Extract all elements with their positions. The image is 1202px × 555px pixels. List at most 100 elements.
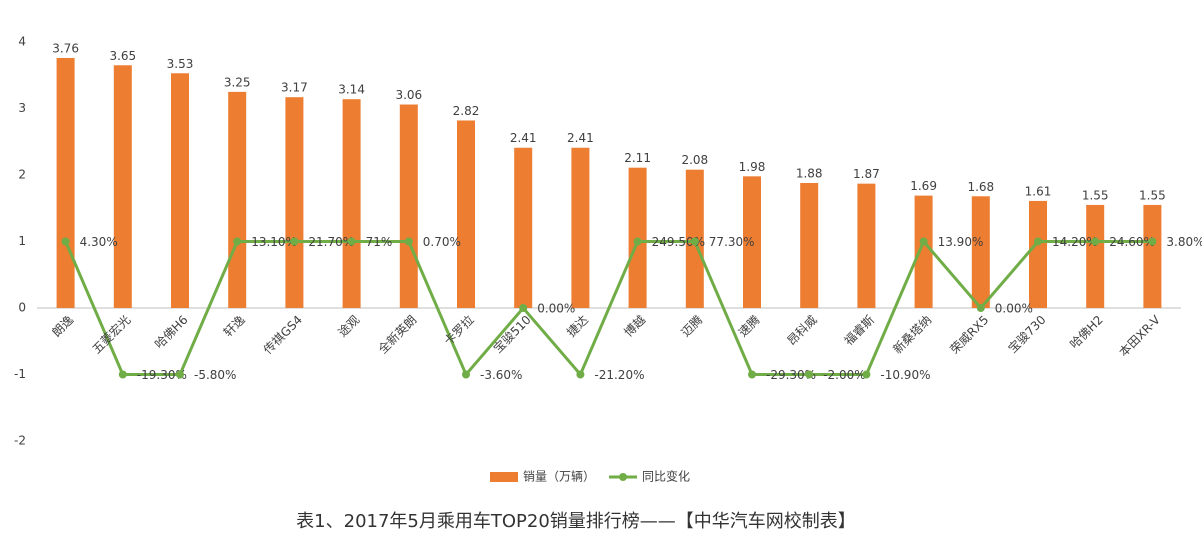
point-label: 3.80%	[1166, 235, 1202, 249]
point-label: -3.60%	[480, 368, 522, 382]
bar	[914, 195, 933, 308]
line-marker	[347, 237, 356, 246]
point-label: 0.00%	[537, 302, 575, 316]
x-tick-label: 新桑塔纳	[890, 312, 935, 357]
bar-value-label: 3.17	[281, 81, 308, 95]
y-tick-label: 3	[18, 101, 26, 115]
line-marker	[118, 370, 127, 379]
bar	[571, 147, 590, 308]
bar	[971, 196, 990, 308]
x-tick-label: 宝骏730	[1006, 313, 1049, 356]
point-label: 14.20%	[1052, 235, 1098, 249]
y-tick-label: -1	[14, 367, 26, 381]
bar	[457, 120, 475, 308]
bar	[56, 57, 75, 309]
x-tick-label: 轩逸	[221, 313, 248, 340]
point-label: 21.70%	[308, 235, 354, 249]
bar-value-label: 2.08	[681, 153, 708, 167]
line-marker	[1091, 237, 1100, 246]
point-label: 0.70%	[423, 235, 461, 249]
bar-value-label: 2.41	[510, 131, 537, 145]
bar	[171, 73, 189, 308]
line-marker	[176, 370, 184, 379]
y-tick-label: 1	[18, 234, 26, 248]
line-marker	[976, 304, 985, 312]
line-marker	[1148, 237, 1157, 246]
y-tick-label: -2	[14, 434, 26, 448]
x-tick-label: 速腾	[735, 312, 763, 340]
bar	[857, 183, 876, 308]
point-label: 77.30%	[709, 235, 755, 249]
bar-value-label: 1.68	[967, 180, 994, 194]
line-marker	[919, 237, 928, 246]
x-tick-label: 迈腾	[678, 312, 706, 340]
bar-value-label: 3.25	[224, 75, 251, 89]
bar	[743, 176, 761, 308]
point-label: 24.60%	[1109, 235, 1155, 249]
bar-value-label: 2.82	[453, 104, 480, 118]
bar	[228, 91, 247, 308]
bar	[342, 99, 361, 308]
line-marker	[805, 370, 814, 379]
bar	[1029, 200, 1047, 308]
x-tick-label: 昂科威	[784, 313, 819, 348]
bar-value-label: 2.41	[567, 131, 594, 145]
point-label: 13.90%	[938, 235, 984, 249]
point-label: -10.90%	[880, 368, 930, 382]
point-label: 13.10%	[251, 235, 297, 249]
bar	[514, 147, 533, 308]
x-tick-label: 传祺GS4	[260, 312, 305, 357]
chart-title: 表1、2017年5月乘用车TOP20销量排行榜——【中华汽车网校制表】	[296, 511, 856, 532]
point-label: -19.30%	[137, 368, 187, 382]
legend-swatch	[490, 472, 518, 482]
line-marker	[862, 370, 871, 379]
x-tick-label: 荣威RX5	[947, 313, 991, 357]
point-label: -21.20%	[594, 368, 644, 382]
x-tick-label: 哈佛H6	[152, 313, 191, 352]
legend-swatch	[619, 473, 628, 481]
bar	[800, 182, 819, 308]
x-tick-label: 博越	[621, 312, 649, 340]
point-label: 4.30%	[80, 235, 118, 249]
line	[64, 238, 1153, 378]
x-tick-label: 朗逸	[49, 313, 76, 340]
legend-label: 同比变化	[642, 469, 690, 484]
bar-value-label: 1.69	[910, 179, 937, 193]
line-marker	[519, 304, 528, 312]
line-marker	[633, 237, 642, 246]
line-marker	[576, 370, 585, 379]
bar-value-label: 3.53	[167, 57, 194, 71]
x-tick-label: 途观	[335, 312, 363, 340]
line-marker	[462, 370, 470, 379]
x-tick-label: 本田XR-V	[1116, 312, 1163, 359]
bar-value-label: 1.61	[1025, 184, 1052, 198]
line-marker	[404, 237, 413, 246]
bar	[285, 97, 304, 308]
y-tick-label: 0	[18, 301, 26, 315]
bar-value-label: 1.87	[853, 167, 880, 181]
point-label: -2.00%	[823, 368, 865, 382]
x-tick-label: 哈佛H2	[1067, 313, 1106, 352]
bar-value-label: 1.98	[739, 160, 766, 174]
x-tick-label: 全新英朗	[375, 312, 420, 357]
bar-value-label: 1.55	[1139, 188, 1166, 202]
point-label: -29.30%	[766, 368, 816, 382]
line-marker	[690, 237, 699, 246]
bar-value-label: 3.06	[395, 88, 422, 102]
point-label: 0.00%	[995, 302, 1033, 316]
line-marker	[1034, 237, 1042, 246]
point-label: 249.50%	[652, 235, 705, 249]
bar	[1086, 204, 1105, 308]
bar-value-label: 3.76	[52, 41, 79, 55]
line-marker	[233, 237, 242, 246]
bar	[113, 65, 132, 309]
line-marker	[748, 370, 756, 379]
line-marker	[61, 237, 70, 246]
bar	[1143, 204, 1162, 308]
bar	[399, 104, 418, 308]
bar-value-label: 2.11	[624, 151, 651, 165]
bar-value-label: 1.55	[1082, 188, 1109, 202]
bar-value-label: 1.88	[796, 166, 823, 180]
y-tick-label: 4	[18, 35, 26, 49]
bar-value-label: 3.14	[338, 83, 365, 97]
